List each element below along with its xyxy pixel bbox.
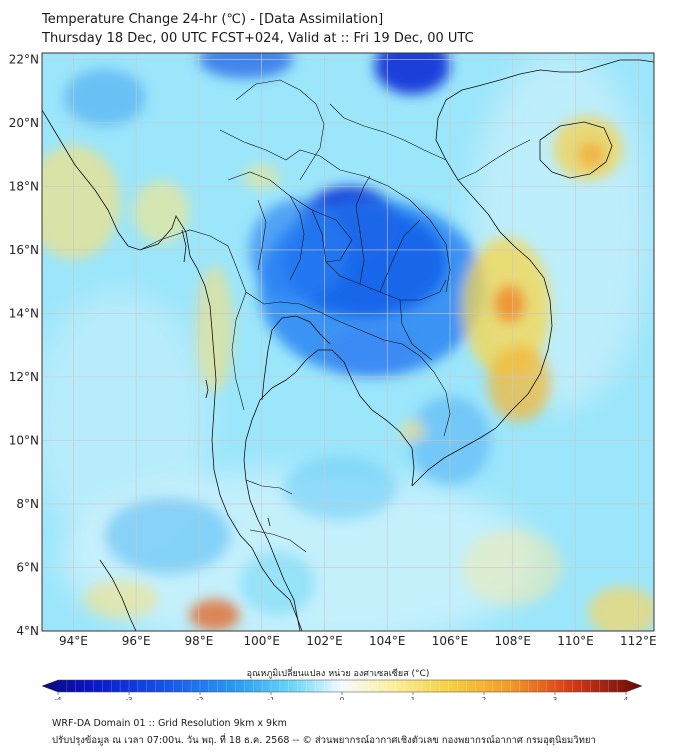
colorbar-tick-label: 0 [340, 696, 344, 700]
map-subtitle: Thursday 18 Dec, 00 UTC FCST+024, Valid … [42, 31, 474, 46]
temp-anomaly-blob-13 [493, 284, 526, 323]
lon-tick-label: 96°E [122, 634, 151, 648]
temp-anomaly-blob-19 [195, 265, 234, 393]
temp-anomaly-blob-17 [42, 145, 121, 260]
colorbar-tick-label: 4 [624, 696, 629, 700]
lon-tick-label: 100°E [243, 634, 280, 648]
lon-tick-label: 94°E [59, 634, 88, 648]
colorbar-tick-label: -4 [55, 696, 63, 700]
lat-tick-label: 22°N [9, 52, 39, 66]
lon-tick-label: 102°E [306, 634, 343, 648]
footer-model-info: WRF-DA Domain 01 :: Grid Resolution 9km … [52, 718, 287, 729]
temp-anomaly-blob-20 [588, 586, 654, 631]
lon-tick-label: 110°E [557, 634, 594, 648]
lon-tick-label: 98°E [184, 634, 213, 648]
lat-tick-label: 20°N [9, 116, 39, 130]
temp-anomaly-blob-14 [487, 345, 551, 422]
temp-anomaly-blob-10 [104, 497, 231, 574]
temp-anomaly-blob-24 [399, 421, 425, 441]
lon-tick-label: 106°E [432, 634, 469, 648]
lat-tick-label: 4°N [16, 624, 39, 638]
footer-credit: ปรับปรุงข้อมูล ณ เวลา 07:00น. วัน พฤ. ที… [52, 735, 596, 746]
lon-tick-label: 108°E [495, 634, 532, 648]
colorbar-tick-label: 3 [553, 696, 557, 700]
graticule [42, 53, 654, 631]
lat-tick-label: 18°N [9, 179, 39, 193]
lon-tick-label: 104°E [369, 634, 406, 648]
temp-anomaly-blob-21 [189, 599, 240, 631]
colorbar-tick-label: 1 [411, 696, 415, 700]
temp-anomaly-blob-7 [63, 68, 146, 127]
temp-anomaly-blob-22 [82, 580, 159, 619]
temperature-map: 22°N 20°N 18°N 16°N 14°N 12°N 10°N 8°N 6°N 4°N 94°… [9, 52, 657, 700]
lat-tick-label: 16°N [9, 243, 39, 257]
colorbar-tick-label: -2 [197, 696, 204, 700]
lat-tick-label: 6°N [16, 560, 39, 574]
temp-anomaly-blob-9 [283, 456, 397, 520]
temp-anomaly-blob-11 [239, 551, 316, 616]
colorbar-tick-label: -1 [268, 696, 275, 700]
colorbar-tick-label: 2 [482, 696, 486, 700]
lon-tick-label: 112°E [620, 634, 657, 648]
temp-anomaly-blob-18 [133, 180, 190, 244]
lat-tick-label: 14°N [9, 306, 39, 320]
lat-tick-label: 12°N [9, 370, 39, 384]
lat-tick-label: 10°N [9, 433, 39, 447]
colorbar-tick-label: -3 [126, 696, 133, 700]
colorbar-title: อุณหภูมิเปลี่ยนแปลง หน่วย องศาเซลเซียส (… [246, 669, 430, 679]
lat-tick-label: 8°N [16, 497, 39, 511]
colorbar: -4 -3 -2 -1 0 1 2 3 4 [41, 679, 643, 700]
temp-anomaly-blob-4 [327, 326, 416, 377]
coastlines [42, 59, 654, 631]
temp-anomaly-blob-16 [578, 141, 604, 168]
temp-anomaly-blob-5 [374, 53, 450, 95]
plot-frame [41, 52, 655, 632]
map-title: Temperature Change 24-hr (℃) - [Data Ass… [42, 12, 384, 27]
axis-labels: 22°N 20°N 18°N 16°N 14°N 12°N 10°N 8°N 6°N 4°N 94°… [9, 52, 657, 648]
